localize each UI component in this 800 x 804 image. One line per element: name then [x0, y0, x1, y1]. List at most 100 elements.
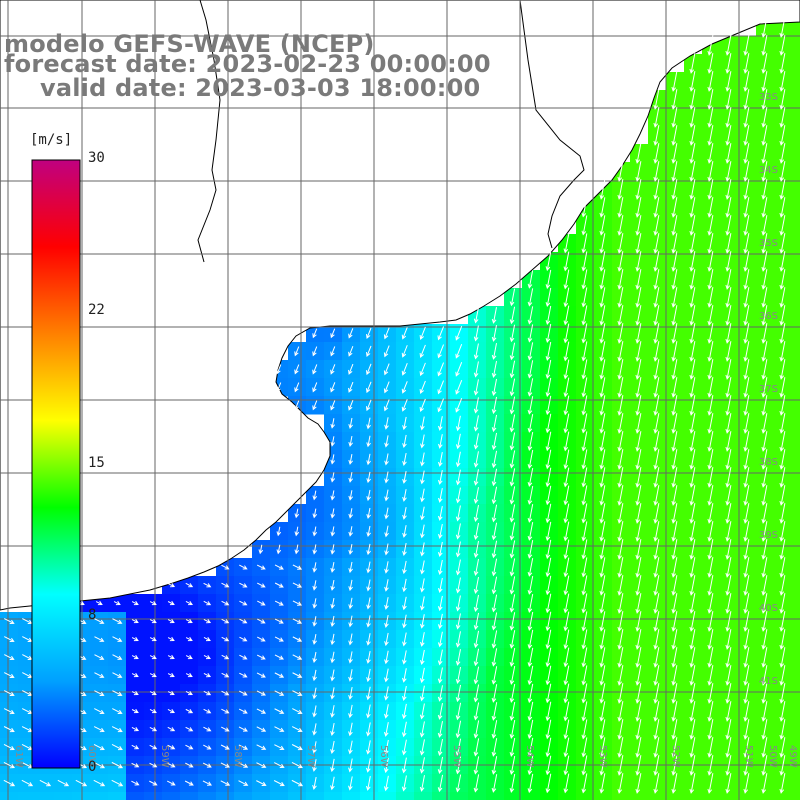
wind-arrow [725, 323, 732, 344]
wind-arrow [743, 323, 750, 344]
wind-arrow [725, 341, 732, 362]
wind-arrow [420, 470, 425, 485]
wind-arrow [635, 449, 642, 470]
wind-arrow [93, 744, 105, 751]
wind-arrow [563, 395, 570, 416]
wind-arrow [635, 485, 642, 506]
wind-arrow [707, 647, 714, 668]
longitude-label: 58W [232, 745, 243, 768]
wind-arrow [527, 665, 534, 686]
wind-arrow [256, 690, 266, 696]
wind-arrow [366, 543, 371, 556]
wind-arrow [167, 618, 175, 624]
wind-arrow [689, 647, 696, 668]
wind-arrow [707, 413, 714, 434]
wind-arrow [366, 633, 371, 646]
wind-arrow [274, 672, 285, 678]
wind-arrow [312, 580, 318, 591]
wind-arrow [617, 287, 624, 308]
wind-arrow [599, 251, 606, 272]
wind-arrow [545, 593, 552, 614]
wind-arrow [581, 233, 588, 254]
grid-labels: 33S 34S 35S 36S 37S 38S 39S 40S 41S 61W 60W 59W 58W 5… [13, 92, 798, 768]
wind-arrow [599, 215, 606, 236]
wind-arrow [330, 346, 336, 357]
wind-arrow [761, 593, 768, 614]
field-cell [792, 180, 800, 199]
wind-arrow [761, 251, 768, 272]
wind-arrow [203, 600, 212, 606]
wind-arrow [239, 654, 248, 660]
field-cell [180, 792, 199, 804]
wind-arrow [689, 215, 696, 236]
wind-arrow [743, 89, 750, 110]
wind-arrow [707, 359, 714, 380]
wind-arrow [581, 665, 588, 686]
wind-arrow [437, 541, 443, 558]
wind-arrow [779, 611, 786, 632]
wind-arrow [761, 647, 768, 668]
wind-arrow [455, 469, 461, 486]
wind-arrow [401, 739, 407, 756]
wind-arrow [707, 773, 714, 794]
wind-arrow [348, 363, 354, 375]
wind-arrow [491, 576, 498, 595]
wind-arrow [274, 690, 285, 696]
wind-arrow [330, 740, 335, 755]
wind-arrow [563, 233, 570, 254]
wind-arrow [725, 269, 732, 290]
wind-arrow [617, 233, 624, 254]
wind-arrow [689, 521, 696, 542]
wind-arrow [112, 672, 123, 678]
wind-arrow [312, 651, 317, 664]
field-cell [486, 792, 505, 804]
wind-arrow [545, 341, 552, 362]
wind-arrow [383, 363, 390, 376]
wind-arrow [4, 672, 15, 679]
wind-arrow [707, 35, 714, 56]
wind-arrow [563, 359, 570, 380]
wind-arrow [707, 395, 714, 416]
wind-arrow [761, 701, 768, 722]
wind-arrow [509, 468, 516, 487]
field-cell [792, 414, 800, 433]
wind-arrow [348, 597, 353, 610]
wind-arrow [437, 523, 443, 539]
wind-arrow [330, 669, 335, 682]
wind-arrow [707, 683, 714, 704]
wind-arrow [779, 323, 786, 344]
wind-arrow [402, 632, 407, 647]
wind-arrow [671, 395, 678, 416]
wind-arrow [473, 415, 479, 432]
wind-arrow [707, 179, 714, 200]
wind-arrow [545, 647, 552, 668]
field-cell [108, 792, 127, 804]
wind-arrow [509, 576, 516, 595]
wind-arrow [455, 559, 461, 576]
wind-arrow [563, 521, 570, 542]
wind-arrow [491, 684, 498, 703]
wind-arrow [291, 761, 303, 769]
wind-arrow [689, 773, 696, 794]
wind-arrow [743, 539, 750, 560]
wind-arrow [761, 413, 768, 434]
wind-arrow [707, 125, 714, 146]
wind-arrow [545, 539, 552, 560]
wind-arrow [635, 413, 642, 434]
wind-arrow [725, 467, 732, 488]
wind-arrow [671, 305, 678, 326]
wind-arrow [491, 378, 498, 397]
field-cell [36, 792, 55, 804]
wind-arrow [384, 597, 389, 610]
wind-arrow [671, 773, 678, 794]
wind-arrow [274, 654, 284, 660]
wind-arrow [294, 526, 300, 537]
wind-arrow [761, 395, 768, 416]
wind-arrow [725, 539, 732, 560]
wind-arrow [185, 672, 193, 678]
wind-arrow [707, 287, 714, 308]
wind-arrow [653, 251, 660, 272]
wind-arrow [203, 636, 211, 642]
wind-arrow [671, 521, 678, 542]
